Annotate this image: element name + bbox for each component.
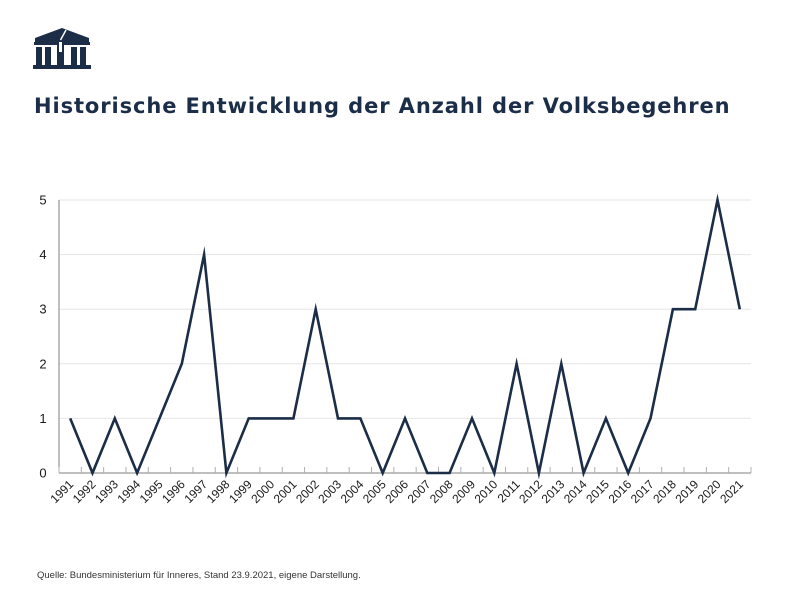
x-tick-label: 1993 — [92, 477, 121, 506]
x-tick-label: 2006 — [382, 477, 411, 506]
y-tick-label: 2 — [39, 356, 46, 371]
x-tick-label: 2011 — [495, 477, 523, 505]
x-tick-label: 2004 — [338, 477, 367, 506]
x-tick-label: 2015 — [583, 477, 612, 506]
x-tick-label: 2013 — [539, 477, 568, 506]
x-tick-labels: 1991199219931994199519961997199819992000… — [48, 477, 747, 506]
y-tick-labels: 0 1 2 3 4 5 — [39, 193, 46, 481]
x-tick-label: 2017 — [628, 477, 657, 506]
axes — [58, 200, 752, 474]
x-tick-label: 2021 — [717, 477, 746, 506]
x-tick-label: 2020 — [695, 477, 724, 506]
data-series — [68, 193, 742, 480]
x-tick-label: 1995 — [137, 477, 166, 506]
x-tick-label: 2016 — [606, 477, 635, 506]
x-tick-label: 1999 — [226, 477, 255, 506]
x-tick-label: 2002 — [293, 477, 322, 506]
y-tick-label: 1 — [39, 411, 46, 426]
y-tick-label: 0 — [39, 466, 46, 481]
x-tick-label: 1991 — [48, 477, 77, 506]
source-note: Quelle: Bundesministerium für Inneres, S… — [37, 570, 361, 581]
x-tick-label: 2001 — [271, 477, 300, 506]
y-tick-label: 3 — [39, 302, 46, 317]
series-line — [68, 193, 742, 480]
gridlines — [59, 199, 751, 419]
chart-title: Historische Entwicklung der Anzahl der V… — [34, 94, 731, 118]
x-tick-label: 2005 — [360, 477, 389, 506]
x-tick-label: 2003 — [315, 477, 344, 506]
x-tick-label: 1998 — [204, 477, 233, 506]
x-tick-label: 2007 — [405, 477, 434, 506]
x-tick-label: 2014 — [561, 477, 590, 506]
x-tick-label: 2010 — [472, 477, 501, 506]
y-tick-label: 4 — [39, 247, 46, 262]
x-tick-label: 1996 — [159, 477, 188, 506]
x-tick-label: 2018 — [650, 477, 679, 506]
x-tick-label: 2009 — [449, 477, 478, 506]
x-tick-label: 2012 — [516, 477, 545, 506]
x-tick-label: 2019 — [673, 477, 702, 506]
x-tick-label: 1992 — [70, 477, 99, 506]
x-tick-label: 2000 — [248, 477, 277, 506]
x-tick-label: 2008 — [427, 477, 456, 506]
x-tick-label: 1997 — [181, 477, 210, 506]
parliament-building-icon — [33, 28, 91, 69]
x-tick-label: 1994 — [114, 477, 143, 506]
y-tick-label: 5 — [39, 193, 46, 208]
